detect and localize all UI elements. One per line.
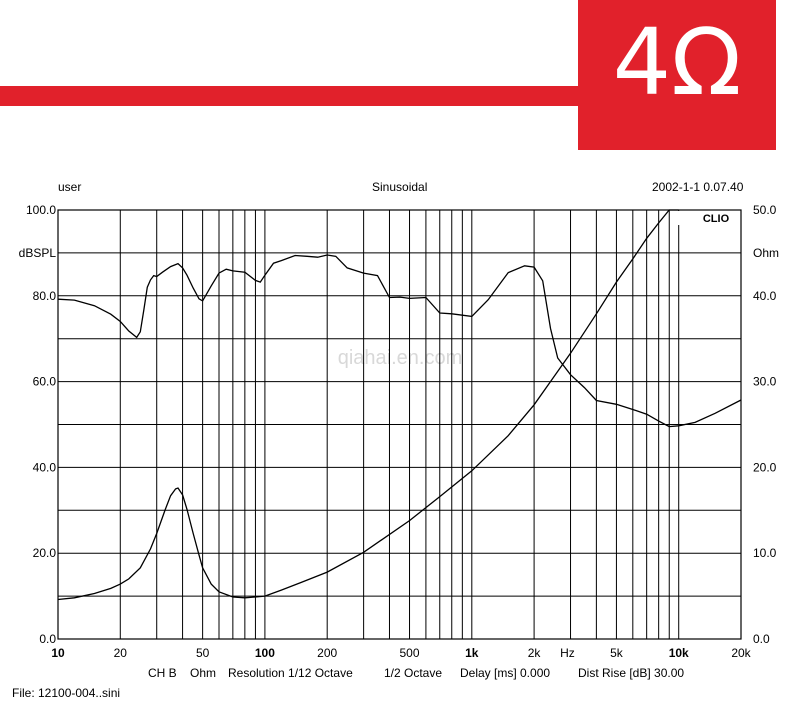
header-mode: Sinusoidal bbox=[372, 180, 428, 194]
header-timestamp: 2002-1-1 0.07.40 bbox=[652, 180, 744, 194]
x-tick-label: 10 bbox=[51, 646, 65, 660]
right-axis-label: Ohm bbox=[753, 246, 779, 260]
footer-resolution: Resolution 1/12 Octave bbox=[228, 666, 353, 680]
x-tick-label: 20 bbox=[114, 646, 128, 660]
left-tick-label: 40.0 bbox=[33, 460, 57, 474]
plot-frame bbox=[57, 209, 742, 640]
footer-dist-rise: Dist Rise [dB] 30.00 bbox=[578, 666, 685, 680]
impedance-line bbox=[57, 209, 679, 601]
right-tick-label: 40.0 bbox=[753, 289, 777, 303]
x-tick-label: 500 bbox=[400, 646, 420, 660]
right-tick-label: 20.0 bbox=[753, 460, 777, 474]
clio-tag: CLIO bbox=[703, 213, 730, 225]
right-tick-label: 30.0 bbox=[753, 375, 777, 389]
x-tick-label: 10k bbox=[669, 646, 689, 660]
left-axis-label: dBSPL bbox=[19, 246, 57, 260]
right-tick-label: 10.0 bbox=[753, 546, 777, 560]
left-tick-label: 60.0 bbox=[33, 375, 57, 389]
left-tick-label: 80.0 bbox=[33, 289, 57, 303]
x-tick-label: 100 bbox=[255, 646, 275, 660]
right-tick-label: 50.0 bbox=[753, 203, 777, 217]
right-tick-label: 0.0 bbox=[753, 632, 770, 646]
footer-delay: Delay [ms] 0.000 bbox=[460, 666, 551, 680]
spl-response-line bbox=[57, 254, 742, 428]
x-tick-label: 5k bbox=[610, 646, 624, 660]
x-tick-label: 200 bbox=[317, 646, 337, 660]
footer-smoothing: 1/2 Octave bbox=[384, 666, 443, 680]
footer-file: File: 12100-004..sini bbox=[12, 686, 121, 700]
x-tick-label: 50 bbox=[196, 646, 210, 660]
watermark-text: qiahai.en.com bbox=[338, 347, 463, 369]
footer-unit: Ohm bbox=[190, 666, 217, 680]
ohm-badge: 4Ω bbox=[578, 0, 776, 150]
clio-tag-box bbox=[672, 211, 740, 225]
x-tick-label: 20k bbox=[731, 646, 751, 660]
left-tick-label: 20.0 bbox=[33, 546, 57, 560]
x-tick-label: 2k bbox=[528, 646, 542, 660]
header-user: user bbox=[58, 180, 82, 194]
x-tick-label: 1k bbox=[465, 646, 479, 660]
badge-text: 4Ω bbox=[612, 9, 742, 116]
left-tick-label: 0.0 bbox=[39, 632, 56, 646]
left-tick-label: 100.0 bbox=[26, 203, 56, 217]
x-unit-label: Hz bbox=[560, 646, 575, 660]
brand-stripe bbox=[0, 86, 580, 106]
footer-channel: CH B bbox=[148, 666, 177, 680]
